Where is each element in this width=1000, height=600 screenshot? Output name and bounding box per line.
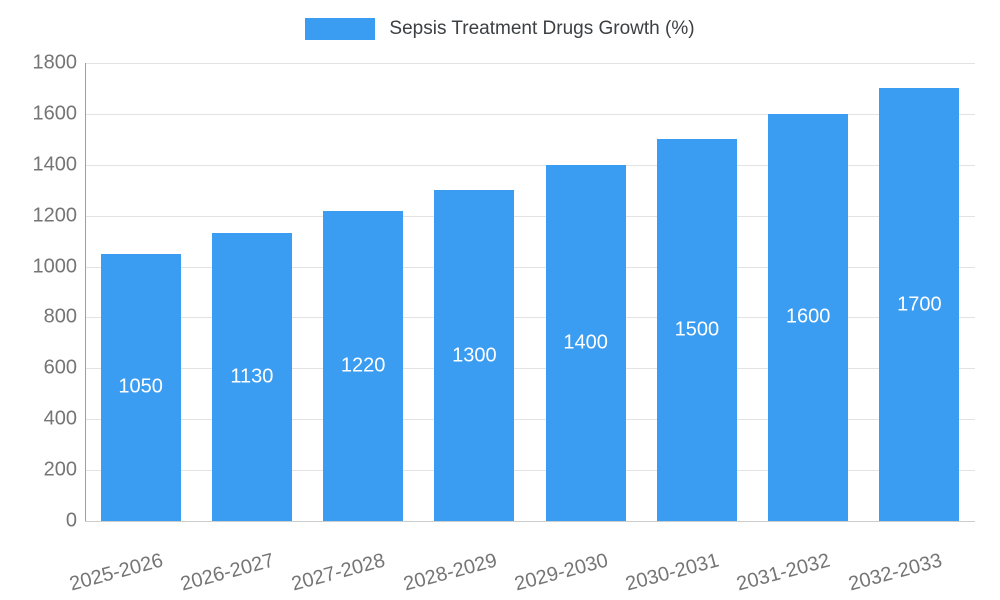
y-tick-label: 200 xyxy=(43,458,77,481)
grid-line xyxy=(85,521,975,522)
y-tick-label: 1200 xyxy=(32,204,78,227)
x-tick-label: 2030-2031 xyxy=(623,549,722,596)
grid-line xyxy=(85,317,975,319)
bar-value-label: 1700 xyxy=(897,293,942,316)
bar xyxy=(545,164,626,521)
bar-value-label: 1300 xyxy=(452,344,497,367)
bar-value-label: 1600 xyxy=(785,305,831,328)
bar xyxy=(768,113,849,521)
x-tick-label: 2026-2027 xyxy=(178,549,277,596)
bar-value-label: 1130 xyxy=(230,365,274,388)
y-tick-label: 1600 xyxy=(32,102,78,125)
grid-line xyxy=(85,164,975,166)
y-tick-label: 0 xyxy=(65,509,77,532)
grid-line xyxy=(85,266,975,268)
x-tick-label: 2031-2032 xyxy=(734,549,833,596)
grid-line xyxy=(85,113,975,115)
legend-label: Sepsis Treatment Drugs Growth (%) xyxy=(389,18,695,39)
bar xyxy=(879,88,960,521)
legend-swatch xyxy=(305,18,376,40)
bar-value-label: 1400 xyxy=(563,331,608,354)
x-tick-label: 2025-2026 xyxy=(67,549,166,596)
x-tick-label: 2032-2033 xyxy=(846,549,945,596)
y-tick-label: 1800 xyxy=(32,51,78,74)
bar xyxy=(656,139,737,521)
y-tick-label: 400 xyxy=(43,407,77,430)
legend: Sepsis Treatment Drugs Growth (%) xyxy=(0,18,1000,40)
grid-line xyxy=(85,63,975,64)
bar-value-label: 1050 xyxy=(118,375,163,398)
bar xyxy=(100,253,181,521)
x-tick-label: 2029-2030 xyxy=(512,549,611,596)
bar xyxy=(211,233,292,521)
bar-value-label: 1500 xyxy=(674,318,720,341)
x-tick-label: 2028-2029 xyxy=(401,549,500,596)
y-tick-label: 800 xyxy=(43,305,77,328)
y-tick-label: 1400 xyxy=(32,153,78,176)
y-axis-line xyxy=(85,63,86,521)
bar xyxy=(434,190,515,521)
x-tick-label: 2027-2028 xyxy=(289,549,388,596)
y-tick-label: 1000 xyxy=(32,255,78,278)
grid-line xyxy=(85,419,975,421)
grid-line xyxy=(85,368,975,370)
grid-line xyxy=(85,215,975,217)
y-tick-label: 600 xyxy=(43,356,77,379)
bar-value-label: 1220 xyxy=(340,354,386,377)
grid-line xyxy=(85,470,975,472)
bar xyxy=(323,210,404,521)
